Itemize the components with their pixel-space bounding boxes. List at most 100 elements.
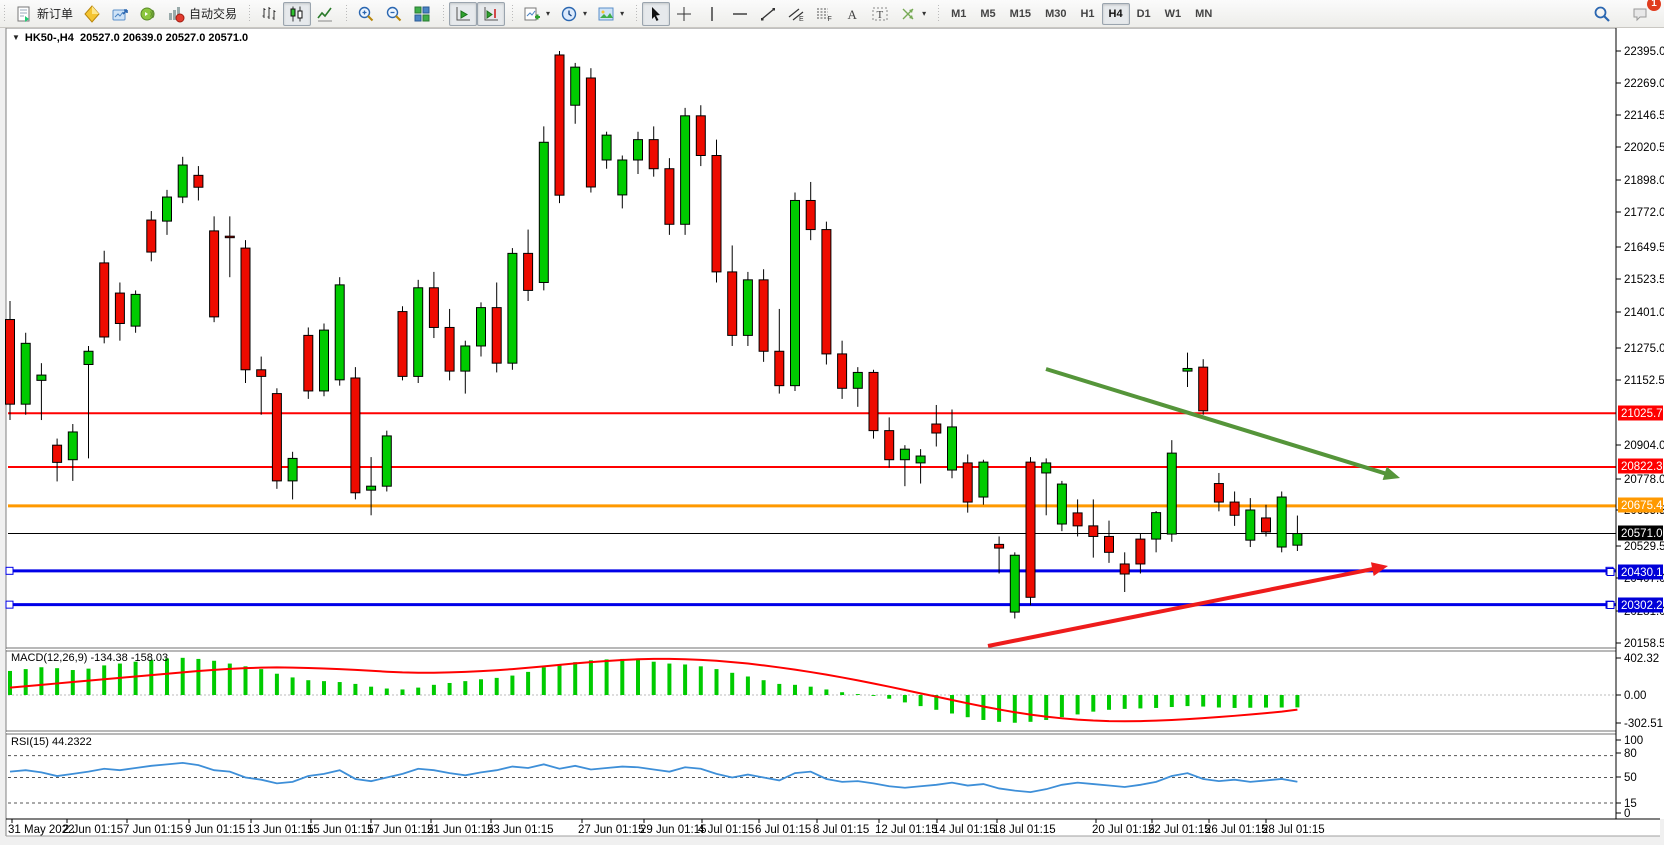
period-clock-icon [560,5,578,23]
tf-m5[interactable]: M5 [973,3,1002,25]
candle [36,374,47,381]
template-image-icon [597,5,615,23]
axis-tick-label: 100 [1624,735,1643,747]
pane-splitter[interactable] [6,647,1660,652]
autotrading-button[interactable]: 自动交易 [162,2,242,26]
chart-menu-arrow-icon[interactable]: ▼ [12,33,20,42]
candle [83,350,94,365]
macd-indicator-label: MACD(12,26,9) -134.38 -158.03 [11,652,169,664]
zoom-out-button[interactable] [380,2,408,26]
candle [962,462,973,503]
arrows-button[interactable]: ▾ [894,2,931,26]
axis-tick-label: 22146.5 [1624,110,1664,122]
chevron-down-icon[interactable]: ▾ [620,9,625,18]
timeframe-label: MN [1195,7,1213,20]
candle [837,353,848,389]
chevron-down-icon[interactable]: ▾ [583,9,588,18]
candle [805,199,816,231]
candle [177,164,188,198]
timeframe-label: M15 [1009,7,1032,20]
candle [444,326,455,372]
crosshair-button[interactable] [670,2,698,26]
tf-d1[interactable]: D1 [1130,3,1158,25]
search-button[interactable] [1588,2,1616,26]
text-button[interactable]: A [838,2,866,26]
candle [790,199,800,387]
price-badge-20430.1: 20430.1 [1606,564,1663,580]
chevron-down-icon[interactable]: ▾ [546,9,551,18]
candle [303,334,314,392]
candle [428,287,439,328]
price-badge-20302.2: 20302.2 [1606,597,1663,613]
timeframe-label: M1 [951,7,967,20]
tile-windows-button[interactable] [408,2,436,26]
axis-tick-label: 402.32 [1624,653,1659,665]
candle [931,423,942,434]
text-label-button[interactable]: T [866,2,894,26]
candle [915,455,926,464]
auto-scroll-button[interactable] [449,1,478,26]
templates-button[interactable]: ▾ [592,2,629,26]
time-axis-label: 12 Jul 01:15 [875,824,938,836]
search-icon [1593,5,1611,23]
uptrend-arrow[interactable] [987,562,1388,648]
timeframe-label: H1 [1080,7,1095,20]
tf-m30[interactable]: M30 [1038,3,1073,25]
time-axis-label: 26 Jul 01:15 [1205,824,1268,836]
vertical-line-button[interactable] [698,2,726,26]
metaeditor-button[interactable] [78,2,106,26]
new-order-button[interactable]: 新订单 [10,2,78,26]
trendline-button[interactable] [754,2,782,26]
axis-tick-label: 50 [1624,772,1637,784]
publish-chart-button[interactable] [106,2,134,26]
tf-w1[interactable]: W1 [1158,3,1189,25]
line-chart-button[interactable] [311,2,339,26]
chart-shift-button[interactable] [477,1,506,26]
axis-tick-label: 21772.0 [1624,207,1664,219]
candle [319,329,329,392]
candle [1072,512,1083,527]
pane-splitter[interactable] [6,730,1660,735]
candle [538,141,549,283]
candle [758,279,769,352]
candle [491,307,502,364]
candle-chart-icon [288,5,306,23]
candle [978,461,989,498]
chat-button[interactable]: 1 [1626,0,1661,26]
candle [554,54,565,196]
axis-tick-label: 20904.0 [1624,440,1664,452]
tf-h1[interactable]: H1 [1073,3,1101,25]
tf-m15[interactable]: M15 [1003,3,1038,25]
candle [601,134,612,161]
candle [1292,533,1303,546]
fibonacci-button[interactable]: F [810,2,838,26]
periods-button[interactable]: ▾ [555,2,592,26]
toolbar-group-new-objects: ▾ ▾ ▾ [508,0,632,27]
candle [130,293,141,327]
horizontal-line-button[interactable] [726,2,754,26]
downtrend-arrow[interactable] [1045,367,1400,480]
time-axis-label: 13 Jun 01:15 [247,824,314,836]
line-chart-icon [316,5,334,23]
tf-m1[interactable]: M1 [944,3,973,25]
alerts-button[interactable] [134,2,162,26]
chevron-down-icon[interactable]: ▾ [922,9,927,18]
candle [256,369,267,377]
candlestick-chart-button[interactable] [283,1,312,26]
candle [366,485,377,491]
new-chart-button[interactable]: ▾ [518,2,555,26]
time-axis-label: 9 Jun 01:15 [185,824,245,836]
zoom-in-button[interactable] [352,2,380,26]
bar-chart-button[interactable] [255,2,283,26]
time-axis-label: 17 Jun 01:15 [367,824,434,836]
price-badge-20675.4: 20675.4 [1618,497,1663,513]
cursor-button[interactable] [642,1,671,26]
tf-mn[interactable]: MN [1188,3,1219,25]
equidistant-channel-button[interactable]: E [782,2,810,26]
crosshair-icon [675,5,693,23]
time-axis-label: 31 May 2022 [8,824,75,836]
tf-h4[interactable]: H4 [1101,2,1130,25]
price-chart-canvas[interactable]: 22395.0 22269.0 22146.5 22020.5 21898.0 21772… [0,27,1664,845]
macd-histogram [8,657,1300,723]
candle [1166,452,1177,535]
